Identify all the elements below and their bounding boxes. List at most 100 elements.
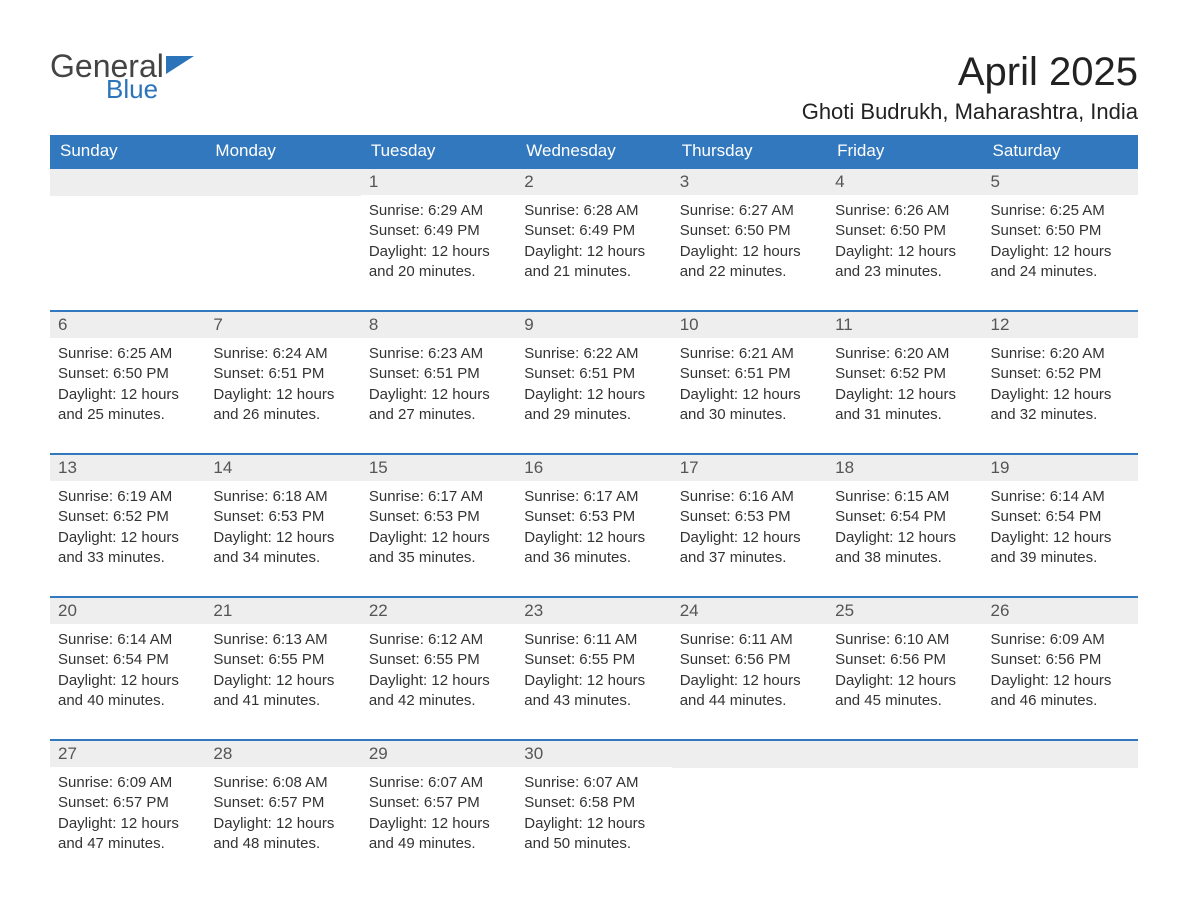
- daylight-text: Daylight: 12 hours and 45 minutes.: [835, 671, 974, 712]
- calendar-day-cell: [983, 739, 1138, 862]
- day-number: 10: [672, 312, 827, 338]
- day-number: 12: [983, 312, 1138, 338]
- day-body: Sunrise: 6:25 AMSunset: 6:50 PMDaylight:…: [50, 338, 205, 453]
- day-number: 26: [983, 598, 1138, 624]
- sunrise-text: Sunrise: 6:22 AM: [524, 344, 663, 364]
- daylight-text: Daylight: 12 hours and 27 minutes.: [369, 385, 508, 426]
- sunrise-text: Sunrise: 6:21 AM: [680, 344, 819, 364]
- weekday-header: Monday: [205, 135, 360, 167]
- day-number: 29: [361, 741, 516, 767]
- sunset-text: Sunset: 6:53 PM: [524, 507, 663, 527]
- day-body: [672, 768, 827, 858]
- calendar-day-cell: 11Sunrise: 6:20 AMSunset: 6:52 PMDayligh…: [827, 310, 982, 453]
- day-number: 6: [50, 312, 205, 338]
- day-number: 7: [205, 312, 360, 338]
- day-body: Sunrise: 6:15 AMSunset: 6:54 PMDaylight:…: [827, 481, 982, 596]
- daylight-text: Daylight: 12 hours and 40 minutes.: [58, 671, 197, 712]
- brand-mark-icon: [166, 56, 194, 74]
- day-number: 21: [205, 598, 360, 624]
- day-number: 30: [516, 741, 671, 767]
- day-number: 3: [672, 169, 827, 195]
- calendar-day-cell: 28Sunrise: 6:08 AMSunset: 6:57 PMDayligh…: [205, 739, 360, 862]
- sunrise-text: Sunrise: 6:10 AM: [835, 630, 974, 650]
- calendar-day-cell: 19Sunrise: 6:14 AMSunset: 6:54 PMDayligh…: [983, 453, 1138, 596]
- sunset-text: Sunset: 6:50 PM: [991, 221, 1130, 241]
- weekday-header: Wednesday: [516, 135, 671, 167]
- sunrise-text: Sunrise: 6:28 AM: [524, 201, 663, 221]
- sunset-text: Sunset: 6:51 PM: [213, 364, 352, 384]
- day-body: Sunrise: 6:29 AMSunset: 6:49 PMDaylight:…: [361, 195, 516, 310]
- sunrise-text: Sunrise: 6:17 AM: [369, 487, 508, 507]
- daylight-text: Daylight: 12 hours and 38 minutes.: [835, 528, 974, 569]
- day-number: 16: [516, 455, 671, 481]
- sunset-text: Sunset: 6:51 PM: [524, 364, 663, 384]
- page-title: April 2025: [802, 50, 1138, 95]
- calendar-day-cell: 7 Sunrise: 6:24 AMSunset: 6:51 PMDaylight…: [205, 310, 360, 453]
- day-body: Sunrise: 6:14 AMSunset: 6:54 PMDaylight:…: [983, 481, 1138, 596]
- sunset-text: Sunset: 6:49 PM: [524, 221, 663, 241]
- sunrise-text: Sunrise: 6:16 AM: [680, 487, 819, 507]
- weekday-header: Saturday: [983, 135, 1138, 167]
- day-body: Sunrise: 6:11 AMSunset: 6:55 PMDaylight:…: [516, 624, 671, 739]
- day-body: Sunrise: 6:07 AMSunset: 6:58 PMDaylight:…: [516, 767, 671, 862]
- day-body: Sunrise: 6:07 AMSunset: 6:57 PMDaylight:…: [361, 767, 516, 862]
- sunset-text: Sunset: 6:52 PM: [991, 364, 1130, 384]
- calendar-day-cell: 25Sunrise: 6:10 AMSunset: 6:56 PMDayligh…: [827, 596, 982, 739]
- day-body: Sunrise: 6:08 AMSunset: 6:57 PMDaylight:…: [205, 767, 360, 862]
- sunrise-text: Sunrise: 6:20 AM: [991, 344, 1130, 364]
- sunrise-text: Sunrise: 6:08 AM: [213, 773, 352, 793]
- day-body: Sunrise: 6:23 AMSunset: 6:51 PMDaylight:…: [361, 338, 516, 453]
- calendar-day-cell: 29Sunrise: 6:07 AMSunset: 6:57 PMDayligh…: [361, 739, 516, 862]
- sunrise-text: Sunrise: 6:27 AM: [680, 201, 819, 221]
- sunset-text: Sunset: 6:53 PM: [680, 507, 819, 527]
- day-body: Sunrise: 6:14 AMSunset: 6:54 PMDaylight:…: [50, 624, 205, 739]
- daylight-text: Daylight: 12 hours and 46 minutes.: [991, 671, 1130, 712]
- calendar-day-cell: 20Sunrise: 6:14 AMSunset: 6:54 PMDayligh…: [50, 596, 205, 739]
- sunset-text: Sunset: 6:50 PM: [835, 221, 974, 241]
- day-body: [983, 768, 1138, 858]
- sunset-text: Sunset: 6:57 PM: [213, 793, 352, 813]
- daylight-text: Daylight: 12 hours and 22 minutes.: [680, 242, 819, 283]
- daylight-text: Daylight: 12 hours and 37 minutes.: [680, 528, 819, 569]
- sunrise-text: Sunrise: 6:26 AM: [835, 201, 974, 221]
- calendar-day-cell: 9Sunrise: 6:22 AMSunset: 6:51 PMDaylight…: [516, 310, 671, 453]
- calendar-day-cell: 8Sunrise: 6:23 AMSunset: 6:51 PMDaylight…: [361, 310, 516, 453]
- sunrise-text: Sunrise: 6:09 AM: [991, 630, 1130, 650]
- day-body: Sunrise: 6:17 AMSunset: 6:53 PMDaylight:…: [361, 481, 516, 596]
- day-body: Sunrise: 6:27 AMSunset: 6:50 PMDaylight:…: [672, 195, 827, 310]
- sunset-text: Sunset: 6:50 PM: [58, 364, 197, 384]
- day-body: Sunrise: 6:20 AMSunset: 6:52 PMDaylight:…: [983, 338, 1138, 453]
- daylight-text: Daylight: 12 hours and 26 minutes.: [213, 385, 352, 426]
- sunset-text: Sunset: 6:57 PM: [369, 793, 508, 813]
- day-number: 2: [516, 169, 671, 195]
- day-body: [50, 196, 205, 308]
- daylight-text: Daylight: 12 hours and 43 minutes.: [524, 671, 663, 712]
- calendar-day-cell: 5Sunrise: 6:25 AMSunset: 6:50 PMDaylight…: [983, 167, 1138, 310]
- calendar-day-cell: 18Sunrise: 6:15 AMSunset: 6:54 PMDayligh…: [827, 453, 982, 596]
- day-body: Sunrise: 6:17 AMSunset: 6:53 PMDaylight:…: [516, 481, 671, 596]
- brand-word-2: Blue: [106, 76, 194, 102]
- day-body: Sunrise: 6:10 AMSunset: 6:56 PMDaylight:…: [827, 624, 982, 739]
- daylight-text: Daylight: 12 hours and 30 minutes.: [680, 385, 819, 426]
- sunset-text: Sunset: 6:52 PM: [58, 507, 197, 527]
- day-body: Sunrise: 6:09 AMSunset: 6:56 PMDaylight:…: [983, 624, 1138, 739]
- sunrise-text: Sunrise: 6:09 AM: [58, 773, 197, 793]
- day-number: 11: [827, 312, 982, 338]
- daylight-text: Daylight: 12 hours and 47 minutes.: [58, 814, 197, 855]
- day-body: Sunrise: 6:12 AMSunset: 6:55 PMDaylight:…: [361, 624, 516, 739]
- day-number: [827, 741, 982, 768]
- calendar-day-cell: 14Sunrise: 6:18 AMSunset: 6:53 PMDayligh…: [205, 453, 360, 596]
- sunrise-text: Sunrise: 6:07 AM: [369, 773, 508, 793]
- location-subtitle: Ghoti Budrukh, Maharashtra, India: [802, 99, 1138, 125]
- sunrise-text: Sunrise: 6:23 AM: [369, 344, 508, 364]
- daylight-text: Daylight: 12 hours and 48 minutes.: [213, 814, 352, 855]
- sunset-text: Sunset: 6:56 PM: [680, 650, 819, 670]
- brand-logo: General Blue: [50, 50, 194, 102]
- calendar-day-cell: 26Sunrise: 6:09 AMSunset: 6:56 PMDayligh…: [983, 596, 1138, 739]
- day-number: 22: [361, 598, 516, 624]
- daylight-text: Daylight: 12 hours and 24 minutes.: [991, 242, 1130, 283]
- weekday-header: Friday: [827, 135, 982, 167]
- sunset-text: Sunset: 6:54 PM: [835, 507, 974, 527]
- sunrise-text: Sunrise: 6:24 AM: [213, 344, 352, 364]
- calendar-day-cell: 4Sunrise: 6:26 AMSunset: 6:50 PMDaylight…: [827, 167, 982, 310]
